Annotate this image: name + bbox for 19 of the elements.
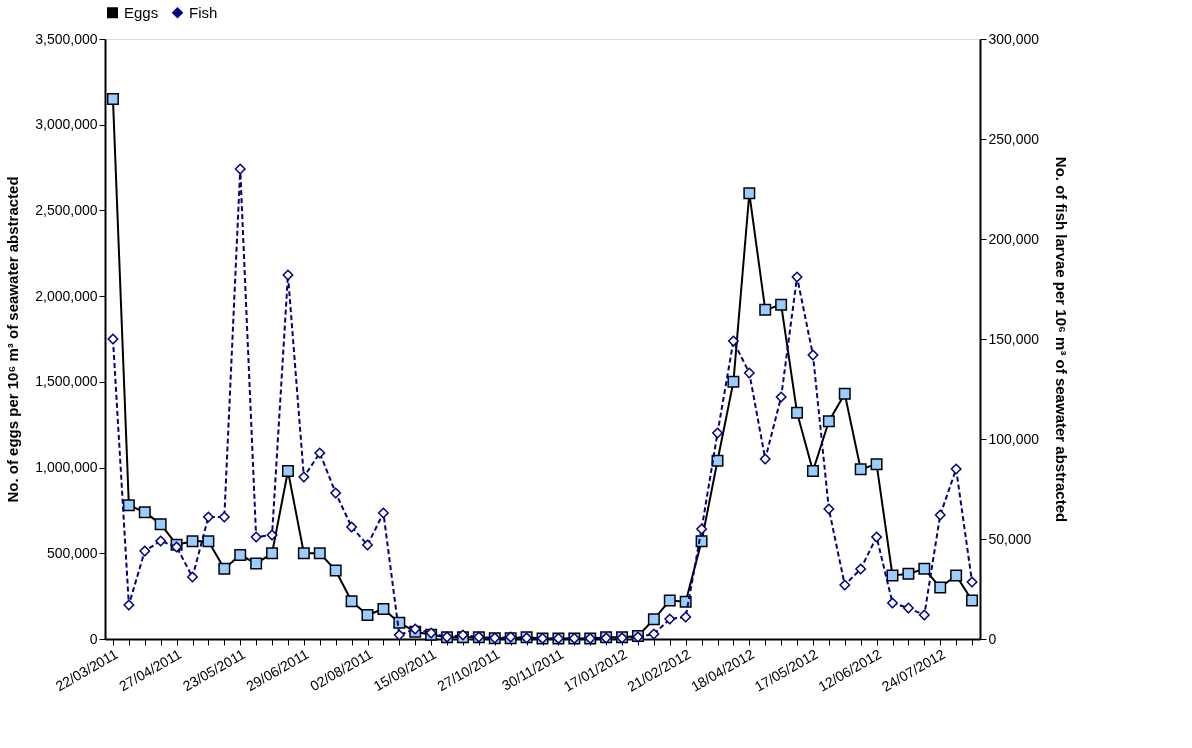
y-tick-label: 3,000,000 bbox=[35, 116, 98, 133]
y2-tick-label: 0 bbox=[988, 630, 997, 647]
y2-axis-title: No. of fish larvae per 10⁶ m³ of seawater abstracted bbox=[1053, 156, 1071, 523]
y-tick-label: 2,500,000 bbox=[35, 201, 98, 218]
y-tick-label: 500,000 bbox=[46, 544, 98, 561]
y2-tick-label: 150,000 bbox=[988, 330, 1040, 347]
y-tick-label: 1,500,000 bbox=[35, 373, 98, 390]
legend-label: Eggs bbox=[124, 3, 159, 21]
y2-tick-label: 250,000 bbox=[988, 130, 1040, 147]
y-axis-title: No. of eggs per 10⁶ m³ of seawater abstracted bbox=[4, 176, 22, 503]
y-tick-label: 2,000,000 bbox=[35, 287, 98, 304]
y2-tick-label: 100,000 bbox=[988, 430, 1040, 447]
y2-tick-label: 200,000 bbox=[988, 230, 1040, 247]
legend-label: Fish bbox=[189, 3, 218, 21]
y-tick-label: 1,000,000 bbox=[35, 459, 98, 476]
y-tick-label: 0 bbox=[89, 630, 98, 647]
y-tick-label: 3,500,000 bbox=[35, 30, 98, 47]
y2-tick-label: 50,000 bbox=[988, 530, 1032, 547]
y2-tick-label: 300,000 bbox=[988, 30, 1040, 47]
